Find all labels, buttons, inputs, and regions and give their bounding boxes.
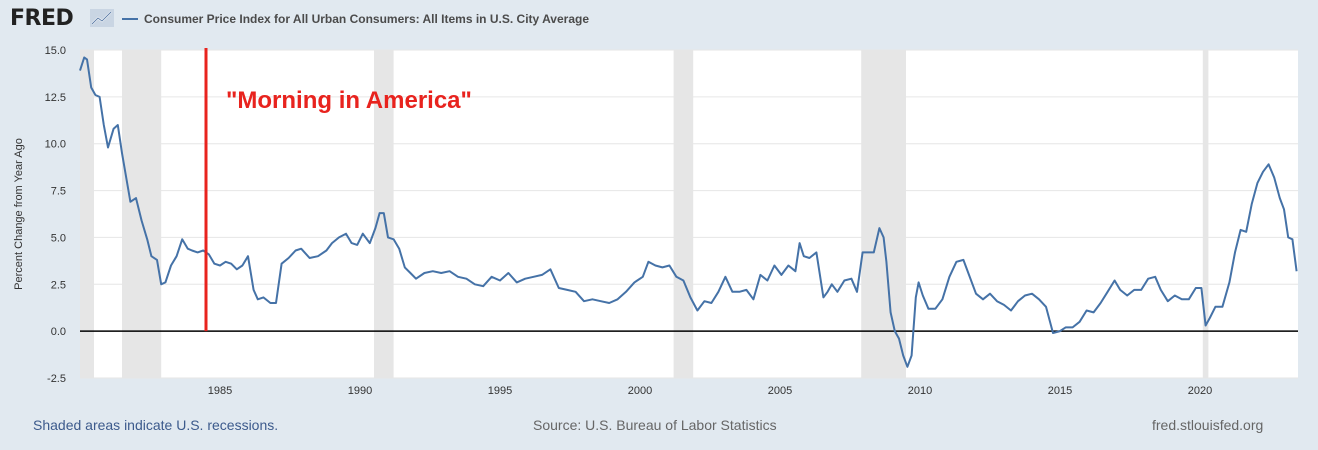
recession-note: Shaded areas indicate U.S. recessions. (33, 417, 279, 433)
y-tick-label: 2.5 (51, 279, 66, 291)
x-tick-label: 2020 (1188, 385, 1212, 397)
x-axis-ticks: 1985 1990 1995 2000 2005 2010 2015 2020 (208, 385, 1212, 397)
x-tick-label: 2005 (768, 385, 792, 397)
x-tick-label: 2015 (1048, 385, 1072, 397)
annotation-morning-in-america: "Morning in America" (226, 87, 472, 114)
chart-header: FRED Consumer Price Index for All Urban … (0, 0, 1318, 40)
series-line-cpi[interactable] (79, 56, 1298, 368)
recession-band-4 (861, 50, 906, 378)
recession-band-3 (673, 50, 694, 378)
x-tick-label: 2000 (628, 385, 652, 397)
x-tick-label: 1990 (348, 385, 372, 397)
recession-bands (80, 50, 1209, 378)
recession-band-5 (1202, 50, 1209, 378)
source-note: Source: U.S. Bureau of Labor Statistics (533, 417, 777, 433)
gridlines (80, 49, 1298, 379)
series-legend[interactable]: Consumer Price Index for All Urban Consu… (122, 12, 589, 26)
y-tick-label: 0.0 (51, 326, 66, 338)
chart-line-icon (90, 9, 114, 27)
recession-band-1 (122, 50, 162, 378)
recession-band-0 (80, 50, 94, 378)
y-tick-label: 12.5 (45, 92, 66, 104)
y-axis-label: Percent Change from Year Ago (13, 138, 25, 290)
y-tick-label: 7.5 (51, 186, 66, 198)
y-tick-label: 10.0 (45, 139, 66, 151)
y-tick-label: 15.0 (45, 45, 66, 57)
x-tick-label: 1985 (208, 385, 232, 397)
x-tick-label: 2010 (908, 385, 932, 397)
x-tick-label: 1995 (488, 385, 512, 397)
y-tick-label: -2.5 (47, 373, 66, 385)
y-tick-label: 5.0 (51, 232, 66, 244)
y-axis-ticks: -2.5 0.0 2.5 5.0 7.5 10.0 12.5 15.0 (45, 45, 66, 385)
cpi-line-chart: -2.5 0.0 2.5 5.0 7.5 10.0 12.5 15.0 1985 1990 199… (13, 45, 1298, 397)
fred-logo[interactable]: FRED (10, 6, 74, 31)
legend-label: Consumer Price Index for All Urban Consu… (144, 12, 589, 26)
legend-swatch (122, 18, 138, 20)
site-link[interactable]: fred.stlouisfed.org (1152, 417, 1264, 433)
